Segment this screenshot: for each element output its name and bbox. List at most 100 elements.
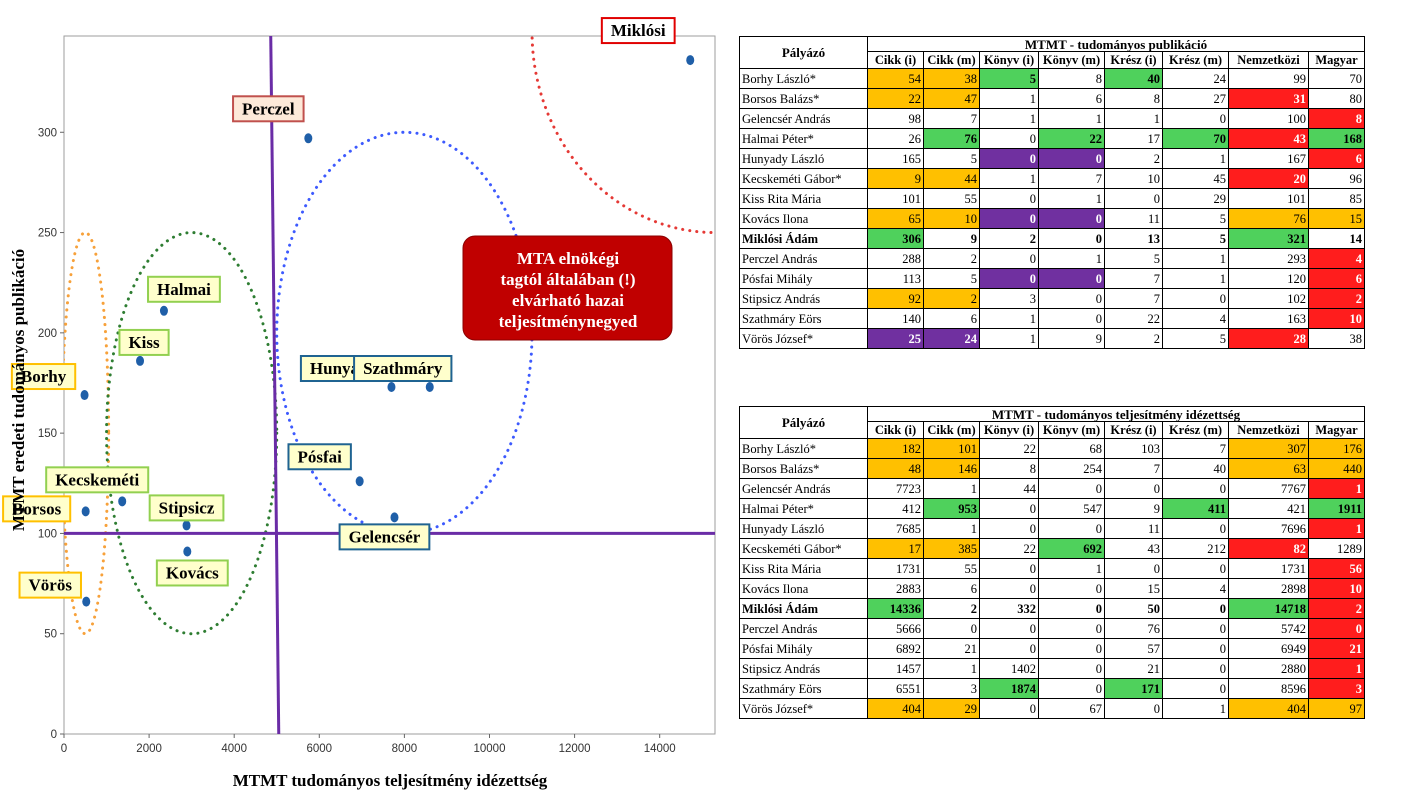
table-cell: 1 xyxy=(1038,558,1105,579)
data-point xyxy=(686,55,695,66)
table-cell: 2 xyxy=(1308,598,1365,619)
table-cell: 24 xyxy=(923,328,980,349)
table-cell: 14718 xyxy=(1228,598,1309,619)
annotation-text: MTA elnökégi tagtól általában (!) elvárhat… xyxy=(499,249,638,331)
table-cell: 0 xyxy=(1038,518,1105,539)
point-label-text: Borhy xyxy=(21,367,67,386)
applicant-name: Borhy László* xyxy=(739,438,868,459)
point-label-text: Kovács xyxy=(166,563,219,582)
table-cell: 6 xyxy=(1038,88,1105,109)
table-title: MTMT - tudományos publikáció xyxy=(867,36,1365,52)
table-cell: 29 xyxy=(923,698,980,719)
table-cell: 163 xyxy=(1228,308,1309,329)
table-row: Kiss Rita Mária 1731 55 0 1 0 0 1731 56 xyxy=(739,558,1365,579)
point-label-box xyxy=(2,495,72,523)
applicant-name: Borsos Balázs* xyxy=(739,458,868,479)
table-cell: 22 xyxy=(1104,308,1163,329)
table-cell: 9 xyxy=(1104,498,1163,519)
table-cell: 56 xyxy=(1308,558,1365,579)
data-points xyxy=(80,55,695,607)
applicant-name: Pósfai Mihály xyxy=(739,268,868,289)
y-tick-label: 200 xyxy=(38,328,57,340)
table-cell: 5 xyxy=(1162,208,1229,229)
table-cell: 15 xyxy=(1104,578,1163,599)
table-row: Vörös József* 404 29 0 67 0 1 404 97 xyxy=(739,698,1365,719)
table-cell: 11 xyxy=(1104,518,1163,539)
applicant-name: Gelencsér András xyxy=(739,108,868,129)
table-cell: 0 xyxy=(979,618,1039,639)
table-cell: 385 xyxy=(923,538,980,559)
table-cell: 6551 xyxy=(867,678,924,699)
table-cell: 7 xyxy=(923,108,980,129)
table-cell: 1 xyxy=(1162,148,1229,169)
table-cell: 0 xyxy=(1162,638,1229,659)
table-row: Kovács Ilona 65 10 0 0 11 5 76 15 xyxy=(739,208,1365,229)
table-cell: 254 xyxy=(1038,458,1105,479)
table-row: Borsos Balázs* 22 47 1 6 8 27 31 80 xyxy=(739,88,1365,109)
point-label-text: Kecskeméti xyxy=(55,470,139,489)
table-cell: 44 xyxy=(979,478,1039,499)
table-cell: 0 xyxy=(979,578,1039,599)
table-row: Perczel András 288 2 0 1 5 1 293 4 xyxy=(739,248,1365,269)
table-cell: 1 xyxy=(1104,108,1163,129)
applicant-name: Szathmáry Eörs xyxy=(739,678,868,699)
table-cell: 40 xyxy=(1162,458,1229,479)
table-cell: 8 xyxy=(1104,88,1163,109)
table-row: Kiss Rita Mária 101 55 0 1 0 29 101 85 xyxy=(739,188,1365,209)
applicant-name: Vörös József* xyxy=(739,698,868,719)
table-cell: 0 xyxy=(1104,478,1163,499)
table-row: Hunyady László 165 5 0 0 2 1 167 6 xyxy=(739,148,1365,169)
table-cell: 7696 xyxy=(1228,518,1309,539)
point-label-text: Kiss xyxy=(128,333,160,352)
applicant-name: Miklósi Ádám xyxy=(739,598,868,619)
table-cell: 1 xyxy=(1038,108,1105,129)
table-cell: 404 xyxy=(1228,698,1309,719)
cluster-ellipse xyxy=(64,231,111,636)
y-tick-label: 0 xyxy=(51,729,57,741)
table-cell: 55 xyxy=(923,558,980,579)
table-cell: 1 xyxy=(923,518,980,539)
table-cell: 2883 xyxy=(867,578,924,599)
table-row: Borhy László* 182 101 22 68 103 7 307 176 xyxy=(739,438,1365,459)
table-row: Gelencsér András 98 7 1 1 1 0 100 8 xyxy=(739,108,1365,129)
table-cell: 15 xyxy=(1308,208,1365,229)
table-row: Vörös József* 25 24 1 9 2 5 28 38 xyxy=(739,328,1365,349)
table-cell: 1731 xyxy=(867,558,924,579)
x-axis-title: MTMT tudományos teljesítmény idézettség xyxy=(233,771,548,790)
table-row: Stipsicz András 92 2 3 0 7 0 102 2 xyxy=(739,288,1365,309)
table-cell: 99 xyxy=(1228,68,1309,89)
point-label-text: Halmai xyxy=(157,280,211,299)
table-cell: 17 xyxy=(867,538,924,559)
column-header: Cikk (m) xyxy=(923,51,980,69)
table-cell: 70 xyxy=(1308,68,1365,89)
table-cell: 1 xyxy=(923,478,980,499)
table-cell: 0 xyxy=(979,148,1039,169)
table-cell: 48 xyxy=(867,458,924,479)
annotation-line: tagtól általában (!) xyxy=(500,270,635,289)
table-row: Kecskeméti Gábor* 17 385 22 692 43 212 82 1289 xyxy=(739,538,1365,559)
table-cell: 70 xyxy=(1162,128,1229,149)
table-cell: 6 xyxy=(923,578,980,599)
column-header: Könyv (m) xyxy=(1038,51,1105,69)
table-cell: 31 xyxy=(1228,88,1309,109)
table-cell: 1 xyxy=(923,658,980,679)
table-cell: 1 xyxy=(979,308,1039,329)
data-point xyxy=(183,546,192,557)
data-point xyxy=(304,133,313,144)
column-header: Könyv (i) xyxy=(979,421,1039,439)
table-cell: 5 xyxy=(979,68,1039,89)
table-cell: 6949 xyxy=(1228,638,1309,659)
table-cell: 28 xyxy=(1228,328,1309,349)
column-header: Nemzetközi xyxy=(1228,51,1309,69)
table-cell: 7 xyxy=(1104,288,1163,309)
table-cell: 2 xyxy=(1308,288,1365,309)
table-cell: 43 xyxy=(1104,538,1163,559)
table-cell: 0 xyxy=(1162,618,1229,639)
table-cell: 1 xyxy=(979,88,1039,109)
axes: 0 2000 4000 6000 8000 10000 12000 14000 0 50 100 15… xyxy=(38,127,676,755)
table-cell: 0 xyxy=(979,208,1039,229)
table-cell: 57 xyxy=(1104,638,1163,659)
table-cell: 140 xyxy=(867,308,924,329)
table-title: MTMT - tudományos teljesítmény idézettsé… xyxy=(867,406,1365,422)
point-label-text: Perczel xyxy=(242,99,295,118)
